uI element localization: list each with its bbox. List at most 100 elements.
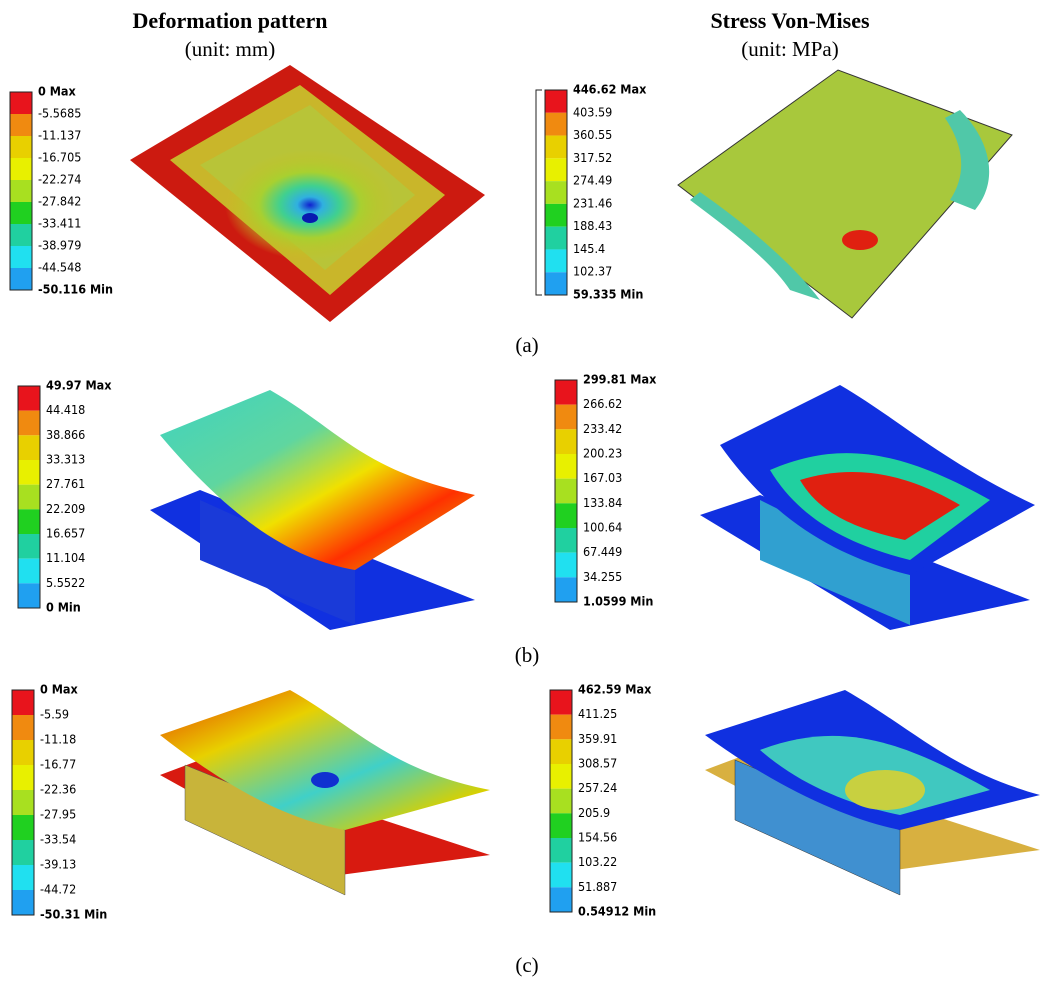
legend-label: -50.31 Min [40, 907, 107, 922]
legend-band [545, 113, 567, 136]
legend-label: -33.54 [40, 832, 76, 847]
legend-label: -50.116 Min [38, 282, 113, 297]
legend-band [18, 534, 40, 559]
legend-label: -27.95 [40, 807, 76, 822]
legend-label: -38.979 [38, 238, 81, 253]
legend-label: 0 Max [40, 682, 79, 697]
legend-band [12, 715, 34, 740]
legend-bracket [536, 90, 542, 295]
legend-band [12, 890, 34, 915]
legend-band [10, 136, 32, 158]
legend-band [18, 583, 40, 608]
legend-label: -27.842 [38, 194, 81, 209]
legend-band [10, 92, 32, 114]
legend-band [10, 202, 32, 224]
legend-band [18, 559, 40, 584]
legend-band [12, 790, 34, 815]
legend-label: 359.91 [578, 731, 617, 746]
legend-label: 67.449 [583, 544, 622, 559]
legend-band [12, 690, 34, 715]
legend-label: 308.57 [578, 756, 617, 771]
legend-band [545, 181, 567, 204]
legend-label: 11.104 [46, 550, 85, 565]
legend-band [10, 180, 32, 202]
legend-label: -44.72 [40, 882, 76, 897]
legend-band [555, 577, 577, 602]
legend-label: 188.43 [573, 218, 612, 233]
legend-label: -44.548 [38, 260, 81, 275]
legend-label: 167.03 [583, 470, 622, 485]
legend-label: 266.62 [583, 396, 622, 411]
legend-band [18, 386, 40, 411]
legend-band [12, 865, 34, 890]
legend-label: 59.335 Min [573, 287, 643, 302]
legend-band [550, 764, 572, 789]
legend-label: 317.52 [573, 150, 612, 165]
legend-label: 33.313 [46, 452, 85, 467]
legend-band [545, 136, 567, 159]
legend-label: 103.22 [578, 854, 617, 869]
legend-label: 49.97 Max [46, 378, 112, 393]
legend-band [18, 485, 40, 510]
legend-band [555, 553, 577, 578]
legend-label: 360.55 [573, 127, 612, 142]
legend-band [555, 380, 577, 405]
legend-label: 200.23 [583, 446, 622, 461]
legend-label: -11.137 [38, 128, 81, 143]
legend-band [550, 789, 572, 814]
legend-band [10, 114, 32, 136]
legend-label: 257.24 [578, 780, 617, 795]
legend-label: 1.0599 Min [583, 594, 653, 609]
legend-band [545, 204, 567, 227]
legend-label: 34.255 [583, 569, 622, 584]
legend-band [12, 815, 34, 840]
legend-label: 0 Min [46, 600, 81, 615]
legend-band [555, 405, 577, 430]
legend-band [545, 90, 567, 113]
legend-label: 5.5522 [46, 575, 85, 590]
model-a-stress [678, 70, 1012, 318]
model-c-deformation [160, 690, 490, 895]
panel-label: (c) [515, 953, 538, 977]
model-b-deformation [150, 390, 475, 630]
legend-band [555, 454, 577, 479]
legend-band [545, 272, 567, 295]
model-b-stress [700, 385, 1035, 630]
legend-label: 154.56 [578, 830, 617, 845]
legend-band [550, 690, 572, 715]
legend-band [18, 411, 40, 436]
legend-band [555, 479, 577, 504]
legend-label: 100.64 [583, 520, 622, 535]
legend-band [10, 268, 32, 290]
legend-label: 446.62 Max [573, 82, 647, 97]
legend-band [12, 740, 34, 765]
panel-label: (b) [515, 643, 540, 667]
legend-label: -22.36 [40, 782, 76, 797]
legend-band [545, 227, 567, 250]
legend-label: 205.9 [578, 805, 610, 820]
legend-band [550, 739, 572, 764]
legend-band [18, 435, 40, 460]
legend-band [545, 249, 567, 272]
legend-band [555, 503, 577, 528]
legend-label: 16.657 [46, 526, 85, 541]
legend-label: -5.5685 [38, 106, 81, 121]
legend-label: -39.13 [40, 857, 76, 872]
legend-label: 231.46 [573, 195, 612, 210]
legend-band [18, 460, 40, 485]
legend-band [10, 158, 32, 180]
legend-band [10, 246, 32, 268]
legend-label: 0.54912 Min [578, 904, 656, 919]
legend-label: 133.84 [583, 495, 622, 510]
model-c-stress [705, 690, 1040, 895]
column-unit: (unit: mm) [185, 37, 275, 61]
legend-band [18, 509, 40, 534]
legend-label: -5.59 [40, 707, 69, 722]
column-unit: (unit: MPa) [741, 37, 838, 61]
legend-label: -16.77 [40, 757, 76, 772]
legend-label: 44.418 [46, 402, 85, 417]
column-title: Stress Von-Mises [710, 8, 870, 33]
legend-band [550, 813, 572, 838]
legend-label: 22.209 [46, 501, 85, 516]
legend-label: 411.25 [578, 706, 617, 721]
